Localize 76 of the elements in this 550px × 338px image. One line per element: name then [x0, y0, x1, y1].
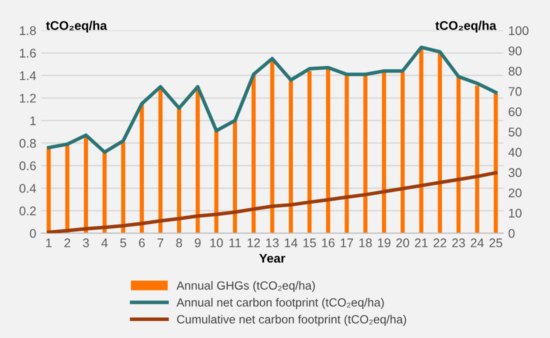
bar: [65, 145, 70, 234]
bar: [382, 72, 386, 234]
y2-tick-label: 70: [508, 87, 522, 96]
y-tick-label: 1.6: [20, 48, 36, 58]
bar: [475, 86, 480, 234]
legend-label: Annual net carbon footprint (tCO₂eq/ha): [176, 298, 384, 309]
x-tick-label: 22: [434, 238, 446, 248]
bar: [252, 74, 256, 234]
x-tick-label: 20: [396, 238, 410, 248]
x-tick-label: 16: [322, 238, 335, 248]
x-tick-label: 13: [266, 238, 279, 248]
x-tick-label: 8: [176, 238, 182, 248]
bar: [46, 148, 51, 234]
y-tick-label: 1.2: [20, 94, 36, 103]
y2-tick-label: 90: [508, 46, 522, 56]
bar: [121, 142, 126, 234]
x-tick-label: 15: [304, 238, 316, 248]
bar: [494, 94, 498, 234]
y2-tick-label: 40: [508, 148, 522, 157]
x-tick-label: 5: [120, 238, 126, 248]
y2-tick-label: 20: [508, 188, 522, 198]
x-tick-label: 24: [470, 238, 484, 248]
bar: [400, 72, 405, 234]
bar: [438, 52, 442, 234]
bar: [326, 68, 330, 234]
y2-axis-title: tCO₂eq/ha: [435, 20, 496, 32]
x-tick-label: 11: [229, 238, 241, 248]
y-tick-label: 0.8: [20, 138, 36, 148]
bar: [177, 108, 182, 234]
y-tick-label: 0.4: [20, 184, 36, 193]
x-tick-label: 17: [340, 238, 354, 248]
y-tick-label: 1.8: [20, 26, 36, 36]
bar: [419, 48, 424, 234]
y2-tick-label: 0: [508, 229, 515, 238]
y-tick-label: 0.6: [20, 161, 36, 170]
legend-label: Annual GHGs (tCO₂eq/ha): [176, 281, 315, 292]
y2-tick-label: 30: [508, 168, 522, 178]
bar: [102, 152, 107, 234]
bar: [344, 75, 349, 234]
x-tick-label: 2: [64, 238, 70, 248]
y-axis-title: tCO₂eq/ha: [46, 20, 108, 32]
x-tick-label: 4: [101, 238, 108, 248]
y2-tick-label: 10: [509, 208, 522, 218]
y-tick-label: 1.4: [20, 71, 36, 80]
y-tick-label: 1: [30, 116, 36, 126]
x-tick-label: 18: [359, 238, 372, 248]
y2-tick-label: 50: [508, 128, 522, 136]
x-tick-label: 9: [194, 238, 201, 248]
y-tick-label: 0: [30, 229, 36, 238]
x-tick-label: 1: [46, 238, 52, 248]
y-tick-label: 0.2: [20, 206, 36, 216]
line-series: [46, 46, 498, 154]
x-tick-label: 25: [489, 238, 502, 248]
x-tick-label: 21: [414, 238, 428, 248]
bar: [140, 104, 144, 234]
bar: [214, 130, 218, 234]
y2-tick-label: 100: [509, 26, 528, 36]
x-tick-label: 12: [248, 238, 260, 248]
x-tick-label: 7: [158, 238, 164, 248]
bar: [363, 75, 368, 234]
x-tick-label: 10: [210, 238, 223, 248]
x-tick-label: 6: [139, 238, 145, 248]
x-tick-label: 23: [452, 238, 465, 248]
bar: [84, 136, 88, 234]
line-series: [46, 171, 498, 234]
bar: [288, 81, 293, 234]
bar: [232, 120, 238, 234]
x-tick-label: 19: [378, 238, 390, 248]
bar: [307, 70, 312, 234]
y2-tick-label: 60: [508, 107, 522, 116]
x-tick-label: 3: [82, 238, 89, 248]
x-tick-label: 14: [284, 238, 298, 248]
bar: [456, 76, 461, 234]
legend-label: Cumulative net carbon footprint (tCO₂eq/ha): [177, 314, 406, 326]
x-axis-title: Year: [259, 254, 286, 263]
y2-tick-label: 80: [508, 66, 522, 76]
